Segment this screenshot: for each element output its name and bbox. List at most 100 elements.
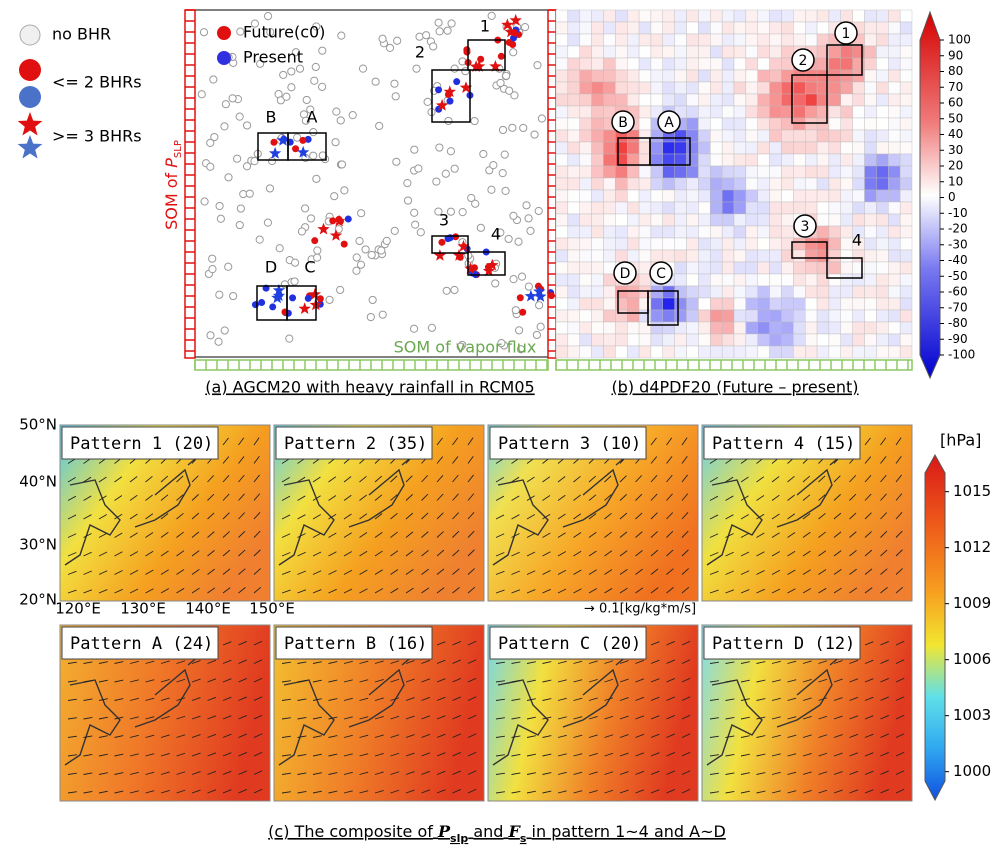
heat-cell — [805, 237, 818, 251]
heat-cell — [615, 57, 628, 71]
no-bhr-point — [275, 244, 284, 253]
heat-cell — [638, 237, 652, 251]
bhr-star — [329, 229, 343, 241]
pattern-label: Pattern A (24) — [70, 634, 213, 654]
heat-cell — [816, 201, 830, 215]
wind-vector — [495, 754, 505, 757]
heat-cell — [710, 81, 723, 95]
heat-cell — [686, 177, 699, 191]
label-circle — [791, 48, 815, 72]
wind-vector — [588, 569, 597, 575]
heat-cell — [638, 93, 652, 107]
heat-cell — [899, 9, 913, 23]
no-bhr-point — [435, 27, 444, 36]
bhr-point — [316, 295, 324, 303]
wind-vector — [281, 735, 291, 738]
heat-cell — [899, 177, 913, 191]
heat-cell — [627, 189, 640, 203]
wind-vector — [452, 549, 460, 557]
wind-vector — [880, 587, 888, 594]
heat-cell — [805, 105, 818, 119]
heat-cell — [876, 153, 889, 167]
heat-cell — [888, 57, 901, 71]
wind-vector — [176, 550, 185, 557]
heat-cell — [591, 201, 604, 215]
heat-cell — [757, 177, 770, 191]
wind-vector — [145, 475, 153, 483]
heat-cell — [710, 285, 723, 299]
wind-vector — [650, 659, 660, 664]
wind-vector — [756, 772, 766, 775]
heat-cell — [864, 153, 877, 167]
heat-cell — [686, 57, 699, 71]
wind-vector — [650, 568, 659, 575]
heat-cell — [721, 129, 735, 143]
wind-vector — [650, 733, 660, 738]
caption: (a) AGCM20 with heavy rainfall in RCM05 — [205, 378, 534, 397]
wind-vector — [681, 751, 691, 757]
wind-vector — [67, 570, 77, 575]
wind-vector — [83, 661, 93, 664]
no-bhr-point — [509, 211, 518, 220]
heat-cell — [805, 117, 818, 131]
heat-cell — [698, 189, 711, 203]
wind-vector — [666, 568, 674, 575]
heat-cell — [781, 45, 794, 59]
heat-cell — [591, 153, 604, 167]
heat-cell — [864, 309, 877, 323]
heat-cell — [781, 33, 794, 47]
heat-cell — [769, 69, 782, 83]
heat-cell — [745, 165, 758, 179]
wind-vector — [405, 752, 415, 757]
wind-vector — [238, 770, 247, 775]
bhr-point — [289, 294, 297, 302]
heat-cell — [603, 81, 616, 95]
heat-cell — [828, 177, 842, 191]
heat-cell — [674, 81, 687, 95]
bhr-point — [438, 238, 446, 246]
wind-vector — [312, 570, 322, 575]
heat-cell — [650, 57, 664, 71]
heat-cell — [816, 333, 830, 347]
heat-cell — [840, 321, 853, 335]
heat-cell — [816, 297, 830, 311]
heat-cell — [781, 21, 794, 35]
no-bhr-point — [510, 91, 519, 100]
heat-cell — [888, 333, 901, 347]
bhr-point — [251, 301, 259, 309]
heat-cell — [745, 297, 758, 311]
heat-cell — [698, 345, 711, 359]
heat-cell — [579, 261, 592, 275]
bhr-point — [446, 97, 454, 105]
wind-vector — [849, 568, 857, 575]
heat-cell — [627, 9, 640, 23]
bhr-point — [258, 299, 266, 307]
no-bhr-point — [325, 295, 334, 304]
heat-cell — [674, 165, 687, 179]
bhr-star — [297, 145, 310, 158]
heat-cell — [698, 201, 711, 215]
heat-cell — [650, 345, 664, 359]
heat-cell — [662, 309, 675, 323]
wind-vector — [312, 476, 321, 483]
heat-cell — [567, 189, 580, 203]
heat-cell — [627, 333, 640, 347]
wind-vector — [405, 715, 415, 720]
wind-vector — [238, 789, 247, 794]
heat-cell — [828, 333, 842, 347]
wind-vector — [818, 512, 826, 520]
heat-cell — [864, 225, 877, 239]
no-bhr-point — [409, 324, 419, 333]
box-label: 1 — [842, 26, 851, 42]
wind-vector — [740, 698, 750, 701]
wind-vector — [635, 475, 643, 483]
heat-cell — [745, 333, 758, 347]
pattern-box — [617, 137, 651, 166]
wind-vector — [222, 770, 232, 775]
heat-cell — [615, 177, 628, 191]
heat-cell — [591, 165, 604, 179]
heat-cell — [710, 189, 723, 203]
heat-cell — [721, 21, 735, 35]
wind-vector — [511, 570, 520, 575]
no-bhr-point — [511, 306, 520, 315]
